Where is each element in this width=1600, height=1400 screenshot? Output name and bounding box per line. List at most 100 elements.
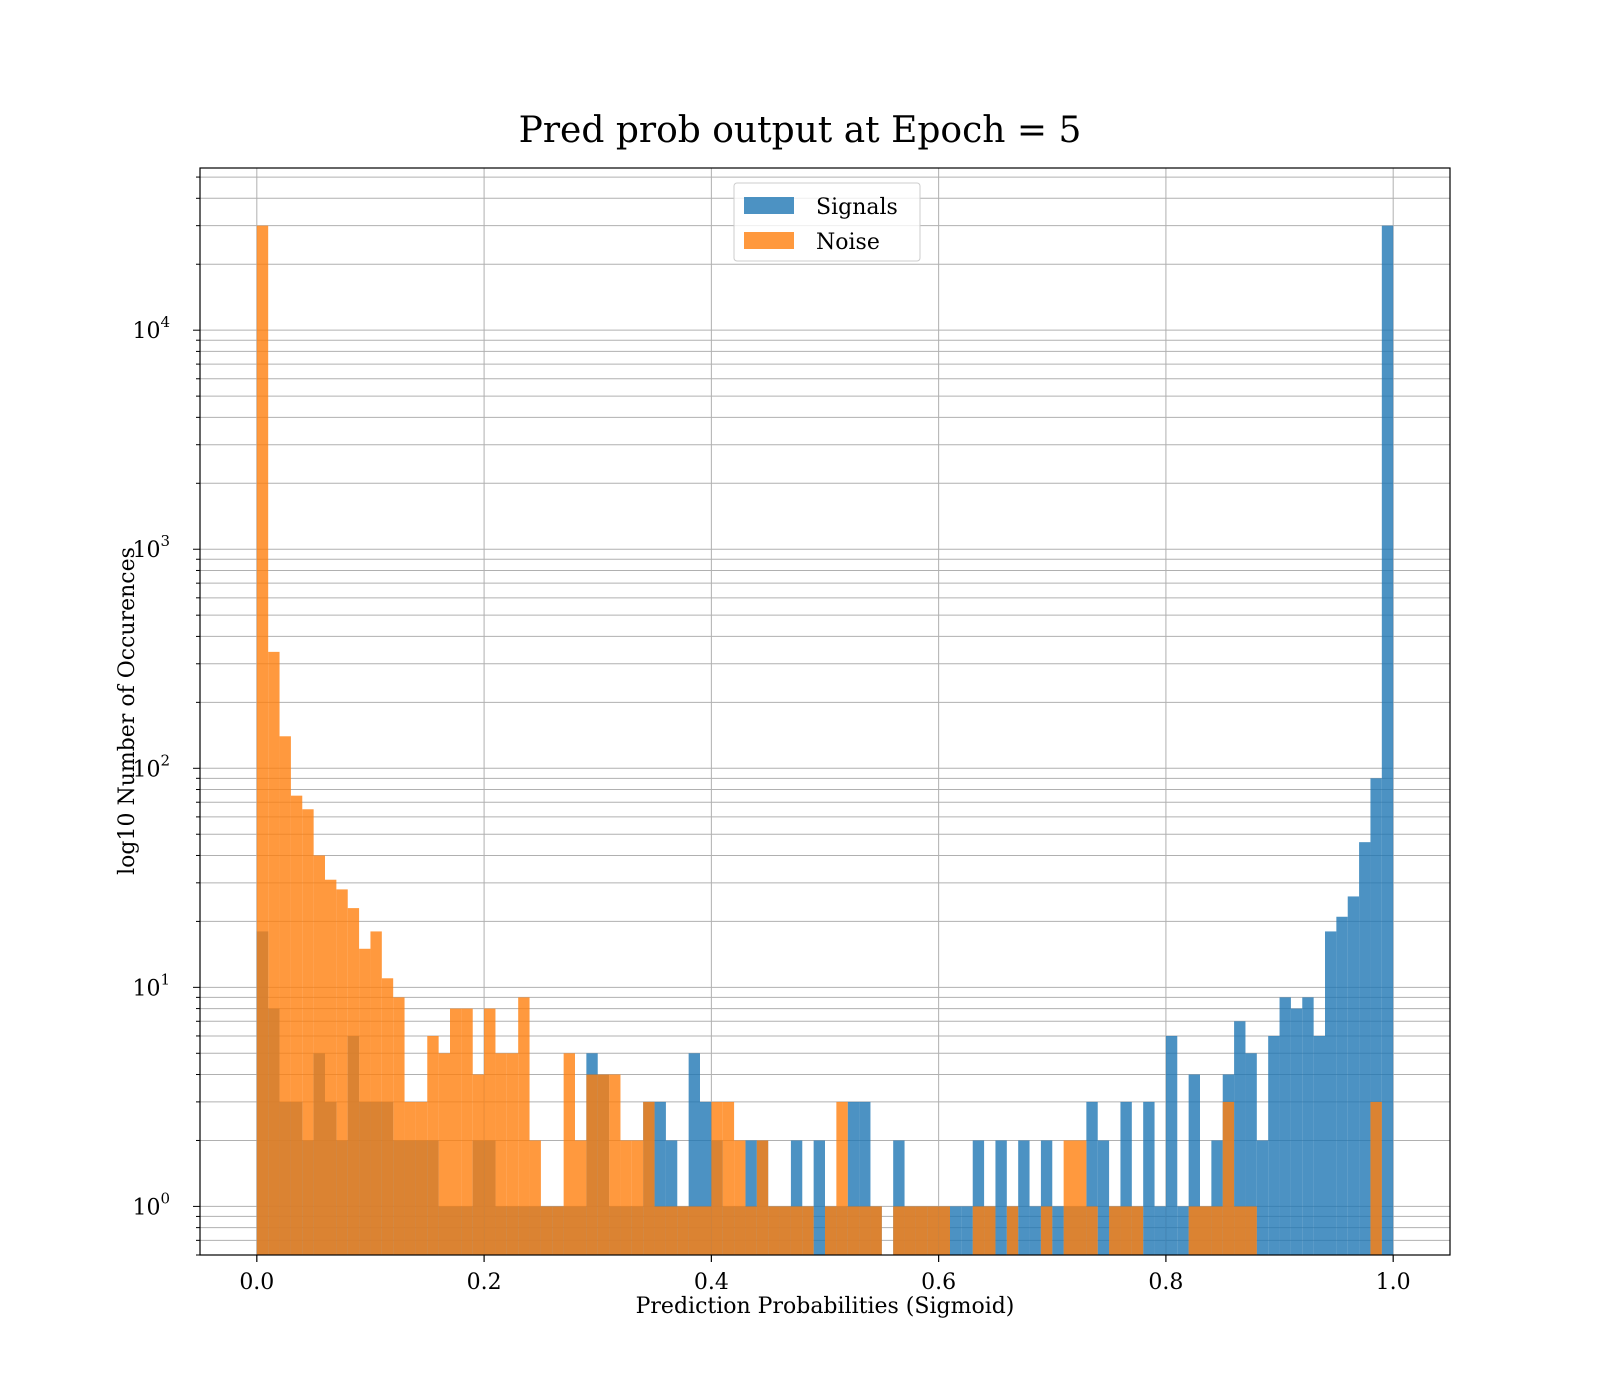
y-tick-label: 101 xyxy=(132,970,170,1001)
bar-noise xyxy=(495,1053,507,1255)
bar-signals xyxy=(1290,1008,1303,1255)
legend-swatch-signals xyxy=(744,197,794,214)
bar-noise xyxy=(415,1101,428,1255)
y-tick-exponent: 3 xyxy=(160,532,170,550)
bar-signals xyxy=(1336,916,1348,1255)
bar-noise xyxy=(847,1206,860,1255)
bar-noise xyxy=(1109,1206,1121,1255)
bar-noise xyxy=(563,1053,575,1255)
x-tick-label: 0.6 xyxy=(921,1270,956,1295)
bar-noise xyxy=(825,1206,837,1255)
bar-noise xyxy=(370,931,382,1255)
y-tick-exponent: 2 xyxy=(160,751,170,769)
bar-noise xyxy=(1211,1206,1223,1255)
bar-noise xyxy=(711,1101,723,1255)
bar-noise xyxy=(529,1140,541,1255)
bar-noise xyxy=(1222,1101,1235,1255)
bar-noise xyxy=(347,908,360,1255)
bar-noise xyxy=(336,889,348,1255)
bar-noise xyxy=(700,1206,712,1255)
bar-signals xyxy=(1040,1140,1053,1255)
bar-signals xyxy=(859,1101,871,1255)
bar-noise xyxy=(597,1074,610,1255)
x-tick-label: 0.8 xyxy=(1148,1270,1183,1295)
bar-noise xyxy=(972,1206,985,1255)
bar-noise xyxy=(779,1206,791,1255)
bar-noise xyxy=(381,978,394,1255)
bar-noise xyxy=(506,1053,519,1255)
bar-noise xyxy=(393,997,405,1255)
bar-signals xyxy=(1279,997,1291,1255)
bar-signals xyxy=(1029,1206,1041,1255)
bar-signals xyxy=(665,1140,678,1255)
bar-noise xyxy=(768,1206,780,1255)
bar-signals xyxy=(1165,1035,1178,1255)
bar-noise xyxy=(859,1206,871,1255)
chart-title: Pred prob output at Epoch = 5 xyxy=(519,110,1082,151)
bar-noise xyxy=(790,1206,803,1255)
y-tick-exponent: 4 xyxy=(160,313,170,331)
bar-noise xyxy=(575,1140,587,1255)
bar-signals xyxy=(1143,1101,1155,1255)
histogram-bars xyxy=(256,225,1394,1255)
bar-noise xyxy=(893,1206,905,1255)
bar-signals xyxy=(1302,997,1314,1255)
bar-signals xyxy=(1370,778,1382,1255)
bar-noise xyxy=(359,948,371,1255)
bar-noise xyxy=(643,1101,655,1255)
bar-signals xyxy=(1052,1206,1064,1255)
x-axis-ticks: 0.0 0.2 0.4 0.6 0.8 1.0 xyxy=(239,1255,1411,1295)
bar-noise xyxy=(302,809,314,1255)
bar-noise xyxy=(722,1101,735,1255)
x-tick-label: 1.0 xyxy=(1376,1270,1411,1295)
x-axis-label: Prediction Probabilities (Sigmoid) xyxy=(636,1294,1015,1319)
bar-noise xyxy=(836,1101,848,1255)
bar-signals xyxy=(995,1140,1007,1255)
bar-noise xyxy=(313,855,325,1255)
bar-signals xyxy=(654,1101,666,1255)
bar-noise xyxy=(1370,1101,1382,1255)
bar-noise xyxy=(688,1206,700,1255)
bar-signals xyxy=(790,1140,803,1255)
bar-noise xyxy=(1234,1206,1246,1255)
bar-signals xyxy=(688,1053,700,1255)
bar-noise xyxy=(904,1206,916,1255)
bar-signals xyxy=(847,1101,860,1255)
bar-noise xyxy=(438,1053,450,1255)
bar-noise xyxy=(745,1206,757,1255)
y-tick-label: 100 xyxy=(132,1189,170,1220)
y-axis-label: log10 Number of Occurences xyxy=(115,547,140,875)
bar-noise xyxy=(984,1206,996,1255)
bar-noise xyxy=(1120,1206,1132,1255)
bar-signals xyxy=(972,1140,985,1255)
bar-signals xyxy=(1313,1035,1325,1255)
bar-signals xyxy=(1268,1035,1280,1255)
bar-signals xyxy=(1154,1206,1166,1255)
bar-signals xyxy=(1188,1074,1200,1255)
bar-signals xyxy=(1177,1206,1189,1255)
bar-noise xyxy=(256,225,269,1255)
legend-label-noise: Noise xyxy=(816,230,880,255)
bar-noise xyxy=(325,879,337,1255)
bar-noise xyxy=(1200,1206,1212,1255)
bar-noise xyxy=(609,1074,621,1255)
bar-noise xyxy=(1006,1206,1019,1255)
bar-noise xyxy=(870,1206,882,1255)
bar-noise xyxy=(1063,1140,1075,1255)
bar-noise xyxy=(586,1074,598,1255)
bar-noise xyxy=(1131,1206,1144,1255)
bar-signals xyxy=(893,1140,905,1255)
legend-label-signals: Signals xyxy=(816,195,898,220)
y-tick-exponent: 1 xyxy=(160,970,170,988)
bar-signals xyxy=(1097,1140,1110,1255)
bar-noise xyxy=(927,1206,939,1255)
bar-noise xyxy=(290,795,303,1255)
plot-frame xyxy=(199,167,1451,1256)
bar-noise xyxy=(518,997,530,1255)
bar-signals xyxy=(1234,1021,1246,1255)
bar-noise xyxy=(631,1140,644,1255)
x-tick-label: 0.2 xyxy=(467,1270,502,1295)
bar-noise xyxy=(665,1206,678,1255)
